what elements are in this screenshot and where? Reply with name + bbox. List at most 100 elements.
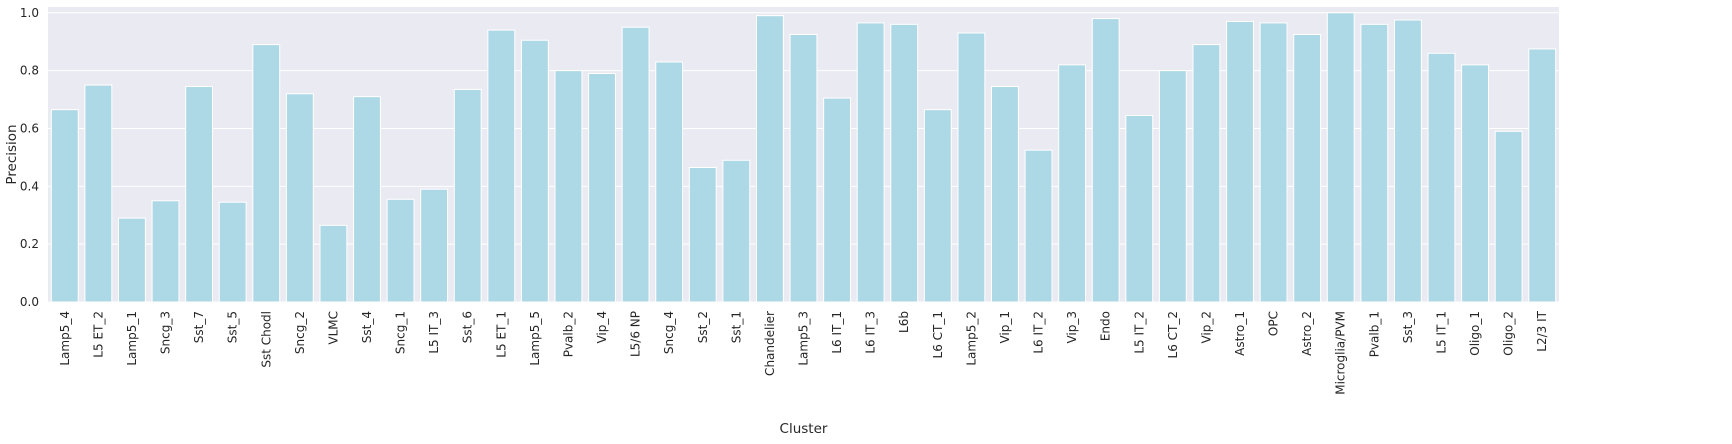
- bar: [487, 29, 516, 303]
- bar: [957, 32, 986, 303]
- y-tick-labels: 0.0 0.2 0.4 0.6 0.8 1.0: [20, 6, 39, 309]
- x-tick-label: Sst_4: [360, 311, 374, 343]
- bar: [789, 33, 818, 303]
- x-tick-labels: Lamp5_4 L5 ET_2 Lamp5_1 Sncg_3 Sst_7 Sst_5 Sst…: [58, 310, 1549, 394]
- x-tick-label: Lamp5_5: [528, 311, 542, 366]
- bar: [1494, 130, 1523, 303]
- x-tick-label: L5 IT_1: [1434, 311, 1448, 354]
- y-tick-label: 0.8: [20, 64, 39, 78]
- bar: [1024, 149, 1053, 303]
- x-tick-label: Vip_3: [1065, 311, 1079, 344]
- bar: [420, 188, 449, 303]
- x-tick-label: Microglia/PVM: [1334, 311, 1348, 395]
- x-tick-label: L5 IT_2: [1132, 311, 1146, 354]
- bar: [151, 200, 180, 303]
- bar: [1326, 12, 1355, 303]
- bar: [755, 15, 784, 303]
- x-tick-label: Sst Chodl: [259, 311, 273, 368]
- bar: [453, 88, 482, 303]
- x-tick-label: Sst_3: [1401, 311, 1415, 343]
- y-tick-label: 1.0: [20, 6, 39, 20]
- y-tick-label: 0.6: [20, 121, 39, 135]
- x-tick-label: L6 IT_3: [864, 311, 878, 354]
- bar: [823, 97, 852, 303]
- bar: [1393, 19, 1422, 303]
- bar: [890, 23, 919, 303]
- x-tick-label: L5 ET_1: [494, 311, 508, 358]
- x-tick-label: L6 IT_2: [1032, 311, 1046, 354]
- bar: [621, 26, 650, 303]
- bar: [1226, 20, 1254, 303]
- x-tick-label: Vip_4: [595, 311, 609, 344]
- bar: [185, 86, 214, 303]
- bar: [520, 39, 549, 303]
- x-tick-label: L6 CT_2: [1166, 311, 1180, 358]
- bar: [50, 109, 79, 303]
- x-tick-label: Lamp5_2: [964, 311, 978, 366]
- x-tick-label: L2/3 IT: [1535, 310, 1549, 351]
- x-tick-label: Sncg_2: [293, 311, 307, 354]
- bar: [1427, 52, 1456, 303]
- bar: [1461, 64, 1489, 303]
- x-tick-label: L6 IT_1: [830, 311, 844, 354]
- x-tick-label: L5/6 NP: [629, 311, 643, 357]
- bar: [218, 201, 247, 303]
- y-tick-label: 0.0: [20, 295, 39, 309]
- x-tick-label: Astro_1: [1233, 311, 1247, 356]
- x-tick-label: Sst_5: [226, 311, 240, 343]
- x-tick-label: Oligo_1: [1468, 311, 1482, 356]
- bar: [1058, 64, 1087, 303]
- bar: [655, 61, 684, 303]
- x-tick-label: Sncg_1: [394, 311, 408, 354]
- y-tick-label: 0.4: [20, 179, 39, 193]
- bar: [353, 96, 381, 303]
- bar: [554, 70, 583, 303]
- bar: [1091, 18, 1120, 303]
- bar: [991, 86, 1019, 303]
- bar: [1158, 70, 1187, 303]
- x-tick-label: Sst_1: [729, 311, 743, 343]
- bar: [319, 224, 348, 303]
- x-tick-label: Sst_2: [696, 311, 710, 343]
- bar: [386, 198, 415, 303]
- x-tick-label: Vip_1: [998, 311, 1012, 344]
- bar: [1528, 48, 1557, 303]
- x-tick-label: OPC: [1267, 311, 1281, 336]
- bar: [118, 217, 146, 303]
- x-tick-label: L5 IT_3: [427, 311, 441, 354]
- x-tick-label: Sncg_4: [662, 311, 676, 354]
- x-tick-label: Sst_7: [192, 311, 206, 343]
- bar: [84, 84, 113, 303]
- bar: [1360, 23, 1389, 303]
- x-tick-label: Endo: [1099, 311, 1113, 341]
- x-tick-label: Sst_6: [461, 311, 475, 343]
- x-tick-label: Lamp5_4: [58, 311, 72, 366]
- x-tick-label: Chandelier: [763, 311, 777, 376]
- x-tick-label: Pvalb_1: [1367, 311, 1381, 357]
- x-tick-label: Vip_2: [1199, 311, 1213, 344]
- x-tick-label: L6b: [897, 311, 911, 333]
- x-tick-label: Sncg_3: [159, 311, 173, 354]
- bar: [1259, 22, 1288, 303]
- bar: [285, 93, 314, 303]
- x-tick-label: Lamp5_3: [797, 311, 811, 366]
- bar: [588, 73, 616, 303]
- y-axis-title: Precision: [4, 124, 20, 184]
- bars: [50, 12, 1557, 303]
- bar: [252, 44, 281, 303]
- bar: [923, 109, 952, 303]
- bar: [1125, 114, 1154, 303]
- bar: [1293, 33, 1322, 303]
- x-tick-label: Lamp5_1: [125, 311, 139, 366]
- y-tick-label: 0.2: [20, 237, 39, 251]
- x-tick-label: Astro_2: [1300, 311, 1314, 356]
- bar: [722, 159, 751, 303]
- x-tick-label: VLMC: [326, 311, 340, 345]
- x-tick-label: L5 ET_2: [91, 311, 105, 358]
- bar: [1192, 44, 1221, 303]
- x-axis-title: Cluster: [780, 421, 828, 437]
- x-tick-label: Oligo_2: [1502, 311, 1516, 356]
- x-tick-label: Pvalb_2: [561, 311, 575, 357]
